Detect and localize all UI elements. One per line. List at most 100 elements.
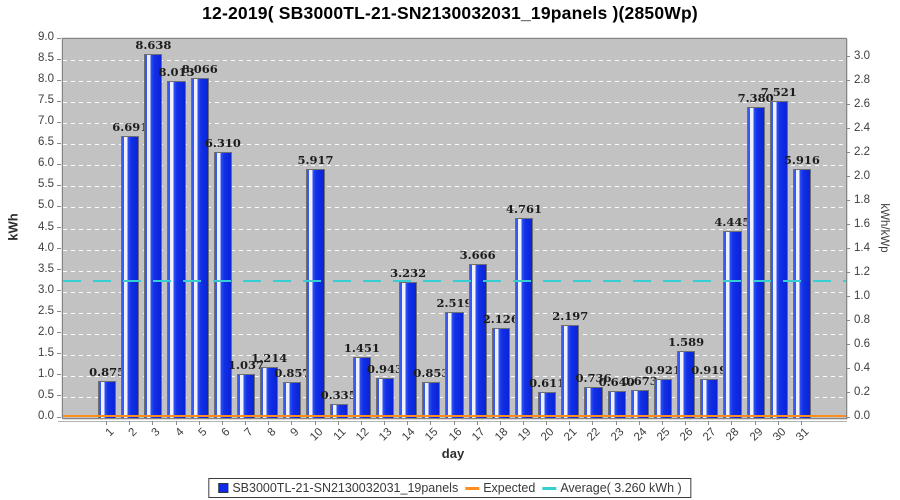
gridline bbox=[63, 207, 846, 209]
bar-day-4 bbox=[167, 80, 186, 418]
bar-value-label: 2.519 bbox=[436, 295, 473, 310]
right-axis-tick-label: 1.8 bbox=[854, 193, 870, 206]
left-axis-tick-label: 9.0 bbox=[38, 31, 54, 43]
bar-day-19 bbox=[514, 217, 534, 418]
x-axis-tick-label: 25 bbox=[654, 426, 673, 444]
bar-value-label: 0.853 bbox=[413, 366, 450, 381]
right-axis-tick-label: 2.0 bbox=[854, 169, 870, 182]
bar-value-label: 5.917 bbox=[297, 152, 334, 167]
right-axis-tick-label: 1.0 bbox=[854, 289, 870, 302]
right-axis-tick-label: 2.8 bbox=[854, 73, 870, 86]
x-axis-tick bbox=[638, 421, 640, 425]
x-axis-tick bbox=[777, 421, 779, 425]
left-axis-tick bbox=[57, 290, 61, 292]
series-swatch-icon bbox=[218, 483, 229, 493]
left-axis-tick bbox=[57, 79, 61, 81]
bar-value-label: 1.589 bbox=[668, 335, 705, 350]
right-axis-tick bbox=[846, 344, 850, 346]
bar-value-label: 1.037 bbox=[228, 358, 265, 373]
bar-value-label: 8.066 bbox=[181, 62, 218, 77]
bar-day-11 bbox=[329, 403, 348, 418]
x-axis-tick bbox=[175, 421, 177, 425]
left-axis-tick-label: 4.0 bbox=[38, 241, 54, 254]
bar-value-label: 0.875 bbox=[89, 365, 126, 380]
right-axis-tick-label: 1.6 bbox=[854, 217, 870, 230]
x-axis-tick bbox=[569, 421, 571, 425]
right-axis-tick-label: 2.6 bbox=[854, 97, 870, 110]
bar-value-label: 7.380 bbox=[737, 91, 774, 106]
right-axis-tick-label: 1.4 bbox=[854, 241, 870, 254]
left-axis-tick-label: 5.5 bbox=[38, 178, 54, 191]
bar-day-25 bbox=[653, 379, 673, 418]
expected-dash-icon bbox=[465, 486, 480, 490]
left-axis-tick-label: 3.5 bbox=[38, 262, 54, 275]
x-axis-tick-label: 19 bbox=[515, 426, 534, 444]
x-axis-tick bbox=[708, 421, 710, 425]
x-axis-tick-label: 16 bbox=[446, 426, 464, 444]
average-line bbox=[63, 279, 846, 282]
x-axis-tick bbox=[291, 421, 293, 425]
left-axis-tick bbox=[57, 248, 61, 250]
bar-value-label: 4.761 bbox=[505, 201, 542, 216]
left-axis-tick bbox=[57, 100, 61, 102]
left-axis-tick bbox=[57, 269, 61, 271]
x-axis-tick-label: 10 bbox=[307, 426, 326, 444]
right-axis-tick-label: 3.0 bbox=[854, 49, 870, 62]
expected-line bbox=[63, 415, 846, 417]
x-axis-tick-label: 20 bbox=[539, 426, 557, 444]
bar-day-23 bbox=[607, 391, 626, 418]
x-axis-tick bbox=[106, 421, 108, 425]
left-axis-tick-label: 0.5 bbox=[38, 388, 54, 401]
x-axis-tick-label: 30 bbox=[770, 426, 789, 444]
left-axis-tick bbox=[57, 121, 61, 123]
bar-value-label: 0.921 bbox=[644, 363, 681, 378]
x-axis-tick bbox=[546, 421, 548, 425]
right-axis-tick bbox=[846, 296, 850, 298]
x-axis-tick-label: 17 bbox=[469, 426, 488, 444]
bar-day-13 bbox=[375, 378, 395, 418]
gridline bbox=[63, 102, 846, 104]
right-axis-tick bbox=[846, 224, 850, 226]
right-axis-tick bbox=[846, 416, 850, 418]
x-axis-tick bbox=[661, 421, 663, 425]
bar-day-1 bbox=[98, 381, 117, 418]
x-axis-tick bbox=[731, 421, 733, 425]
bar-value-label: 7.521 bbox=[760, 85, 797, 100]
bar-value-label: 2.197 bbox=[552, 309, 589, 324]
bar-value-label: 0.335 bbox=[320, 387, 357, 402]
legend-item-series: SB3000TL-21-SN2130032031_19panels bbox=[218, 481, 458, 495]
bar-value-label: 0.919 bbox=[691, 363, 728, 378]
right-axis-tick-label: 0.4 bbox=[854, 361, 870, 374]
gridline bbox=[63, 144, 846, 146]
x-axis-tick-label: 31 bbox=[793, 426, 812, 444]
legend-item-average: Average( 3.260 kWh ) bbox=[542, 481, 682, 495]
bar-day-20 bbox=[538, 392, 557, 418]
right-axis-tick bbox=[846, 56, 850, 58]
left-axis-tick-label: 1.5 bbox=[38, 346, 54, 359]
right-axis-tick-label: 2.4 bbox=[854, 121, 870, 134]
left-axis-tick bbox=[57, 163, 61, 165]
bar-value-label: 3.666 bbox=[459, 247, 496, 262]
gridline bbox=[63, 270, 846, 272]
x-axis-tick-label: 27 bbox=[701, 426, 719, 444]
bar-value-label: 0.736 bbox=[575, 371, 612, 386]
x-axis-tick-label: 5 bbox=[196, 426, 210, 440]
bar-day-8 bbox=[260, 366, 279, 418]
plot-area: 0.875 6.691 8.638 8.013 8.066 6.310 1.037 1.214… bbox=[62, 38, 847, 419]
left-axis-tick-label: 7.0 bbox=[38, 115, 54, 128]
bar-value-label: 1.214 bbox=[251, 350, 288, 365]
average-dash-icon bbox=[542, 486, 557, 490]
right-axis-tick bbox=[846, 152, 850, 154]
left-axis-tick-label: 2.0 bbox=[38, 325, 54, 338]
left-axis-tick-label: 3.0 bbox=[38, 283, 54, 296]
bar-value-label: 8.638 bbox=[135, 38, 172, 53]
right-axis-tick-label: 0.2 bbox=[854, 385, 870, 398]
bar-value-label: 2.126 bbox=[482, 312, 519, 327]
left-axis-tick-label: 8.0 bbox=[38, 73, 54, 86]
right-axis-tick-label: 1.2 bbox=[854, 265, 870, 278]
bar-value-label: 6.691 bbox=[112, 120, 149, 135]
bar-value-label: 4.445 bbox=[714, 214, 751, 229]
gridline bbox=[63, 186, 846, 188]
x-axis-tick bbox=[430, 421, 432, 425]
right-axis-tick bbox=[846, 200, 850, 202]
